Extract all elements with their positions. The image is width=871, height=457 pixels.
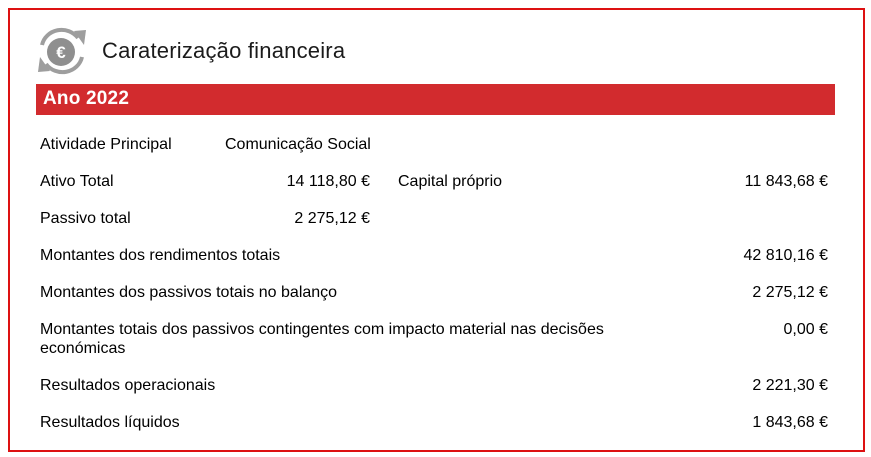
- table-row-assets-equity: Ativo Total 14 118,80 € Capital próprio …: [40, 172, 828, 191]
- table-row-activity: Atividade Principal Comunicação Social: [40, 135, 828, 154]
- activity-label: Atividade Principal: [40, 136, 172, 153]
- row-label: Montantes dos rendimentos totais: [40, 247, 281, 264]
- equity-value: 11 843,68 €: [744, 173, 828, 190]
- total-assets-value: 14 118,80 €: [286, 173, 370, 190]
- section-header: € Caraterização financeira: [34, 24, 863, 78]
- table-row-net-results: Resultados líquidos 1 843,68 €: [40, 413, 828, 432]
- row-label: Resultados líquidos: [40, 414, 180, 431]
- euro-cycle-icon: €: [34, 24, 90, 78]
- equity-label: Capital próprio: [398, 173, 503, 190]
- page-title: Caraterização financeira: [102, 38, 346, 63]
- financial-table: Atividade Principal Comunicação Social A…: [40, 135, 828, 432]
- year-banner: Ano 2022: [36, 84, 835, 115]
- svg-text:€: €: [56, 43, 66, 62]
- table-row-liabilities: Passivo total 2 275,12 €: [40, 209, 828, 228]
- table-row-operating-results: Resultados operacionais 2 221,30 €: [40, 376, 828, 395]
- row-label: Resultados operacionais: [40, 377, 216, 394]
- total-assets-label: Ativo Total: [40, 173, 114, 190]
- row-value: 2 275,12 €: [752, 284, 828, 301]
- total-liabilities-value: 2 275,12 €: [294, 210, 370, 227]
- row-value: 42 810,16 €: [743, 247, 828, 264]
- row-label: Montantes totais dos passivos contingent…: [40, 321, 604, 357]
- row-value: 2 221,30 €: [752, 377, 828, 394]
- total-liabilities-label: Passivo total: [40, 210, 131, 227]
- table-row-contingent-liabilities: Montantes totais dos passivos contingent…: [40, 320, 828, 358]
- year-banner-label: Ano 2022: [43, 88, 130, 109]
- row-label: Montantes dos passivos totais no balanço: [40, 284, 338, 301]
- row-value: 0,00 €: [783, 321, 828, 338]
- table-row-balance-liabilities: Montantes dos passivos totais no balanço…: [40, 283, 828, 302]
- activity-value: Comunicação Social: [225, 136, 371, 153]
- row-value: 1 843,68 €: [752, 414, 828, 431]
- table-row-total-income: Montantes dos rendimentos totais 42 810,…: [40, 246, 828, 265]
- summary-section: Montantes dos rendimentos totais 42 810,…: [40, 246, 828, 432]
- financial-report-card: € Caraterização financeira Ano 2022 Ativ…: [8, 8, 865, 452]
